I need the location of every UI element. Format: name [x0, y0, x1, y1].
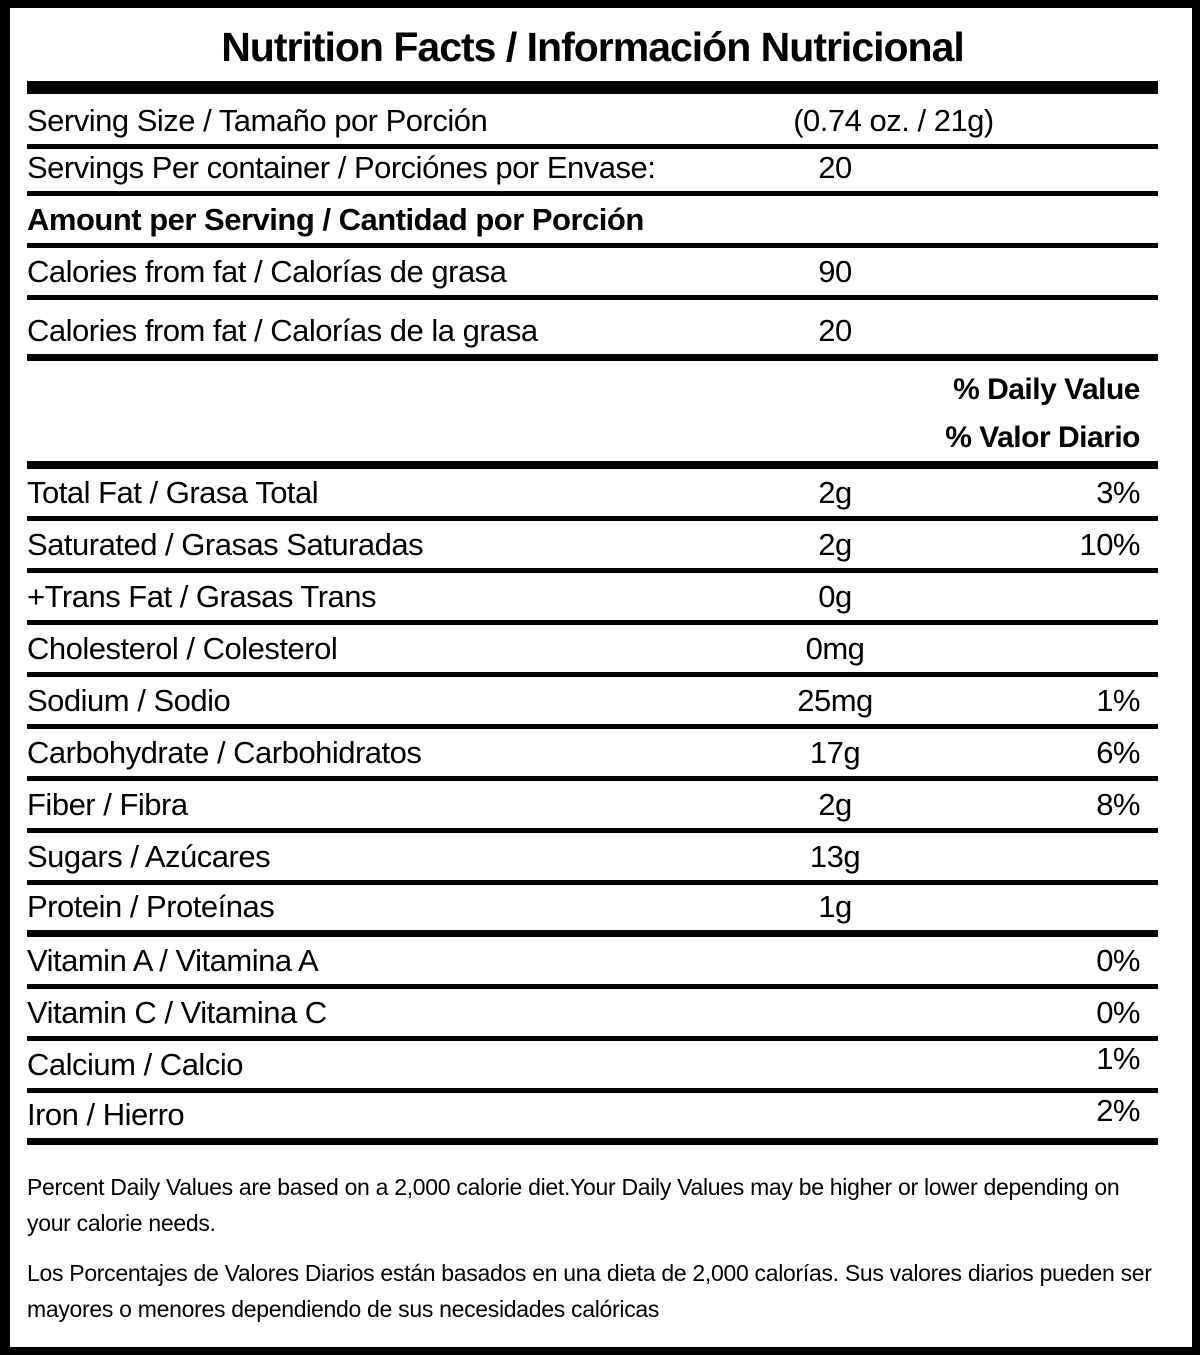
- serving-size-label: Serving Size / Tamaño por Porción: [27, 103, 488, 138]
- calories-2-value: 20: [818, 313, 852, 348]
- total-fat-dv: 3%: [1096, 475, 1140, 510]
- saturated-fat-label: Saturated / Grasas Saturadas: [27, 527, 424, 562]
- label-content: Nutrition Facts / Información Nutriciona…: [27, 8, 1158, 1327]
- row-total-fat: Total Fat / Grasa Total 2g 3%: [27, 469, 1158, 521]
- fiber-label: Fiber / Fibra: [27, 787, 188, 822]
- carbohydrate-label: Carbohydrate / Carbohidratos: [27, 735, 422, 770]
- sodium-dv: 1%: [1096, 683, 1140, 718]
- row-sugars: Sugars / Azúcares 13g: [27, 833, 1158, 885]
- amount-per-serving-header: Amount per Serving / Cantidad por Porció…: [27, 202, 644, 237]
- protein-label: Protein / Proteínas: [27, 889, 275, 924]
- calcium-label: Calcium / Calcio: [27, 1047, 243, 1082]
- daily-value-header-en: % Daily Value: [953, 373, 1140, 406]
- iron-dv: 2%: [1096, 1093, 1140, 1128]
- row-carbohydrate: Carbohydrate / Carbohidratos 17g 6%: [27, 729, 1158, 781]
- calories-1-label: Calories from fat / Calorías de grasa: [27, 254, 507, 289]
- row-serving-size: Serving Size / Tamaño por Porción (0.74 …: [27, 94, 1158, 149]
- row-cholesterol: Cholesterol / Colesterol 0mg: [27, 625, 1158, 677]
- sugars-label: Sugars / Azúcares: [27, 839, 271, 874]
- row-protein: Protein / Proteínas 1g: [27, 885, 1158, 937]
- total-fat-label: Total Fat / Grasa Total: [27, 475, 319, 510]
- daily-value-header-es: % Valor Diario: [945, 421, 1140, 454]
- vitamin-a-label: Vitamin A / Vitamina A: [27, 943, 319, 978]
- trans-fat-value: 0g: [818, 579, 852, 614]
- row-servings-per-container: Servings Per container / Porciónes por E…: [27, 149, 1158, 196]
- vitamin-c-label: Vitamin C / Vitamina C: [27, 995, 327, 1030]
- vitamin-c-dv: 0%: [1096, 995, 1140, 1030]
- row-calories-from-fat-2: Calories from fat / Calorías de la grasa…: [27, 300, 1158, 361]
- fiber-dv: 8%: [1096, 787, 1140, 822]
- fiber-value: 2g: [818, 787, 852, 822]
- vitamin-a-dv: 0%: [1096, 943, 1140, 978]
- trans-fat-label: +Trans Fat / Grasas Trans: [27, 579, 377, 614]
- saturated-fat-dv: 10%: [1079, 527, 1140, 562]
- row-calcium: Calcium / Calcio 1%: [27, 1041, 1158, 1093]
- row-calories-from-fat-1: Calories from fat / Calorías de grasa 90: [27, 248, 1158, 300]
- row-vitamin-c: Vitamin C / Vitamina C 0%: [27, 989, 1158, 1041]
- label-title: Nutrition Facts / Información Nutriciona…: [221, 24, 965, 70]
- footnote-es: Los Porcentajes de Valores Diarios están…: [27, 1260, 1152, 1322]
- calories-1-value: 90: [818, 254, 852, 289]
- row-amount-per-serving: Amount per Serving / Cantidad por Porció…: [27, 196, 1158, 248]
- row-sodium: Sodium / Sodio 25mg 1%: [27, 677, 1158, 729]
- row-trans-fat: +Trans Fat / Grasas Trans 0g: [27, 573, 1158, 625]
- serving-size-value: (0.74 oz. / 21g): [793, 103, 994, 138]
- row-iron: Iron / Hierro 2%: [27, 1093, 1158, 1145]
- iron-label: Iron / Hierro: [27, 1097, 185, 1132]
- total-fat-value: 2g: [818, 475, 852, 510]
- row-fiber: Fiber / Fibra 2g 8%: [27, 781, 1158, 833]
- row-vitamin-a: Vitamin A / Vitamina A 0%: [27, 937, 1158, 989]
- carbohydrate-value: 17g: [809, 735, 861, 770]
- row-saturated-fat: Saturated / Grasas Saturadas 2g 10%: [27, 521, 1158, 573]
- cholesterol-value: 0mg: [805, 631, 865, 666]
- saturated-fat-value: 2g: [818, 527, 852, 562]
- daily-value-header: % Daily Value % Valor Diario: [27, 361, 1158, 469]
- servings-per-container-value: 20: [818, 150, 852, 185]
- servings-per-container-label: Servings Per container / Porciónes por E…: [27, 150, 656, 185]
- sodium-label: Sodium / Sodio: [27, 683, 231, 718]
- sodium-value: 25mg: [797, 683, 873, 718]
- calcium-dv: 1%: [1096, 1041, 1140, 1076]
- calories-2-label: Calories from fat / Calorías de la grasa: [27, 313, 538, 348]
- cholesterol-label: Cholesterol / Colesterol: [27, 631, 338, 666]
- protein-value: 1g: [818, 889, 852, 924]
- title-divider-bar: [27, 81, 1158, 94]
- footnote-en: Percent Daily Values are based on a 2,00…: [27, 1174, 1120, 1236]
- sugars-value: 13g: [809, 839, 861, 874]
- carbohydrate-dv: 6%: [1096, 735, 1140, 770]
